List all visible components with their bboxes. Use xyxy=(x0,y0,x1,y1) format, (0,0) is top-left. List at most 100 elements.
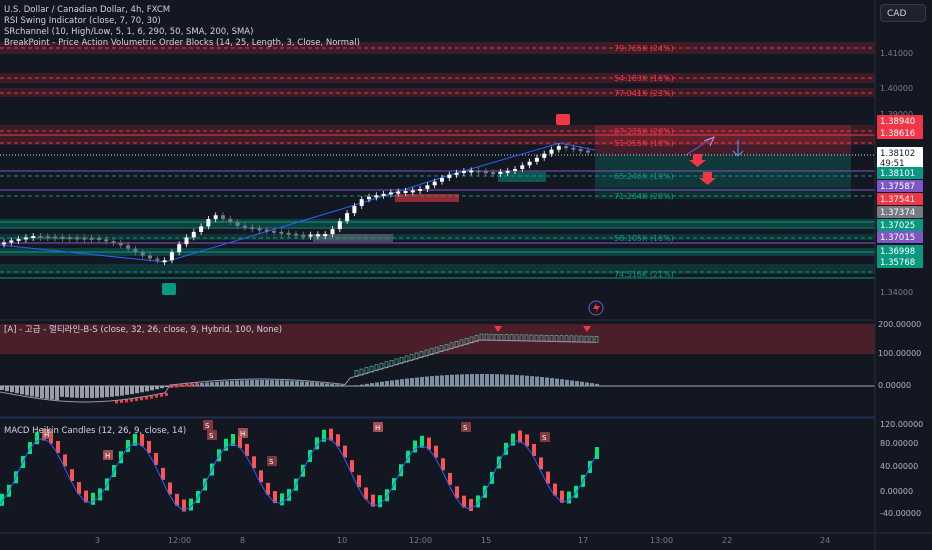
price-candle xyxy=(454,172,459,175)
price-badge-label: 1.37374 xyxy=(880,208,915,218)
macd-candle xyxy=(287,488,291,501)
sell-arrow-icon xyxy=(689,154,706,167)
macd-tick-label: 0.00000 xyxy=(880,487,913,496)
indicator-rsi-swing[interactable]: RSI Swing Indicator (close, 7, 70, 30) xyxy=(4,16,161,26)
macd-candle xyxy=(567,491,571,504)
macd-candle xyxy=(504,442,508,455)
price-tick-label: 1.34000 xyxy=(880,288,913,297)
macd-candle xyxy=(161,467,165,480)
macd-candle xyxy=(455,486,459,499)
macd-candle xyxy=(427,437,431,450)
legend-macd[interactable]: MACD Heikin Candles (12, 26, 9, close, 1… xyxy=(4,426,187,436)
price-candle xyxy=(250,227,255,230)
macd-candle xyxy=(350,460,354,473)
macd-marker: S xyxy=(542,434,547,442)
lightning-icon xyxy=(588,300,604,316)
price-candle xyxy=(534,157,539,162)
price-candle xyxy=(9,240,14,243)
price-candle xyxy=(118,242,123,246)
price-badge-label: 1.36998 xyxy=(880,247,915,257)
price-candle xyxy=(571,147,576,150)
macd-candle xyxy=(147,440,151,453)
price-candle xyxy=(294,233,298,236)
macd-candle xyxy=(413,440,417,453)
price-candle xyxy=(199,226,204,232)
price-candles xyxy=(2,143,590,266)
price-tick-label: 1.40000 xyxy=(880,84,913,93)
sr-zones xyxy=(0,42,875,274)
price-candle xyxy=(184,237,189,245)
price-candle xyxy=(111,241,116,244)
price-candle xyxy=(140,252,145,256)
price-candle xyxy=(2,242,6,245)
order-block-label: 71.264K (20%) xyxy=(614,192,674,201)
macd-marker: H xyxy=(240,430,245,438)
order-block-label: 58.105K (16%) xyxy=(614,234,674,243)
oscillator-panel xyxy=(0,324,875,418)
symbol-title[interactable]: U.S. Dollar / Canadian Dollar, 4h, FXCM xyxy=(4,5,171,15)
price-candle xyxy=(60,236,65,239)
price-candle xyxy=(242,225,247,228)
price-candle xyxy=(469,170,474,173)
macd-candle xyxy=(595,447,599,460)
order-block-label: 67.235K (20%) xyxy=(614,127,674,136)
macd-candle xyxy=(133,433,137,446)
price-candle xyxy=(491,172,496,175)
macd-marker: S xyxy=(209,432,214,440)
macd-candle xyxy=(238,435,242,448)
price-badge-countdown: 49:51 xyxy=(880,159,905,169)
price-candle xyxy=(126,245,131,249)
price-badge-label: 1.38940 xyxy=(880,117,915,127)
price-candle xyxy=(155,258,160,261)
macd-candle xyxy=(189,498,193,511)
price-badge-label: 1.35768 xyxy=(880,258,915,268)
macd-candle xyxy=(406,450,410,463)
price-badge xyxy=(877,167,923,179)
macd-candle xyxy=(336,434,340,447)
order-block-label: 79.765K (24%) xyxy=(614,44,674,53)
price-candle xyxy=(498,171,503,174)
price-candle xyxy=(374,195,379,198)
order-block-label: 74.516K (21%) xyxy=(614,270,674,279)
indicator-srchannel[interactable]: SRchannel (10, High/Low, 5, 1, 6, 290, 5… xyxy=(4,27,254,37)
price-candle xyxy=(272,230,277,233)
macd-candle xyxy=(70,469,74,482)
macd-candle xyxy=(154,452,158,465)
price-candle xyxy=(82,237,87,240)
price-candle xyxy=(410,190,415,193)
time-tick-label: 24 xyxy=(820,536,830,545)
macd-candle xyxy=(98,488,102,501)
macd-candle xyxy=(273,491,277,504)
price-candle xyxy=(264,229,269,232)
price-candle xyxy=(257,228,262,231)
macd-candle xyxy=(217,449,221,462)
price-badge-label: 1.37015 xyxy=(880,233,915,243)
macd-candle xyxy=(175,493,179,506)
price-candle xyxy=(38,236,43,239)
macd-candle xyxy=(525,434,529,447)
macd-tick-label: 80.00000 xyxy=(880,439,918,448)
price-badge xyxy=(877,147,923,169)
macd-candle xyxy=(371,494,375,507)
osc-tick-label: 100.00000 xyxy=(878,349,921,358)
price-candle xyxy=(104,239,109,242)
price-candle xyxy=(337,221,342,230)
macd-candle xyxy=(140,434,144,447)
price-candle xyxy=(461,171,466,174)
time-tick-label: 12:00 xyxy=(168,536,191,545)
sell-label-icon xyxy=(556,114,570,125)
sr-lines xyxy=(0,47,875,279)
price-candle xyxy=(513,169,517,171)
legend-oscillator[interactable]: [A] - 고급 - 멀티라인-B-S (close, 32, 26, clos… xyxy=(4,325,283,335)
price-tick-label: 1.41000 xyxy=(880,49,913,58)
price-candle xyxy=(16,238,21,241)
price-candle xyxy=(549,149,554,154)
price-candle xyxy=(527,161,532,166)
indicator-order-blocks[interactable]: BreakPoint - Price Action Volumetric Ord… xyxy=(4,38,360,48)
price-candle xyxy=(520,165,525,169)
price-badge-label: 1.37025 xyxy=(880,221,915,231)
price-candle xyxy=(483,171,488,174)
currency-button[interactable]: CAD xyxy=(880,4,926,22)
order-block-label: 54.183K (16%) xyxy=(614,74,674,83)
